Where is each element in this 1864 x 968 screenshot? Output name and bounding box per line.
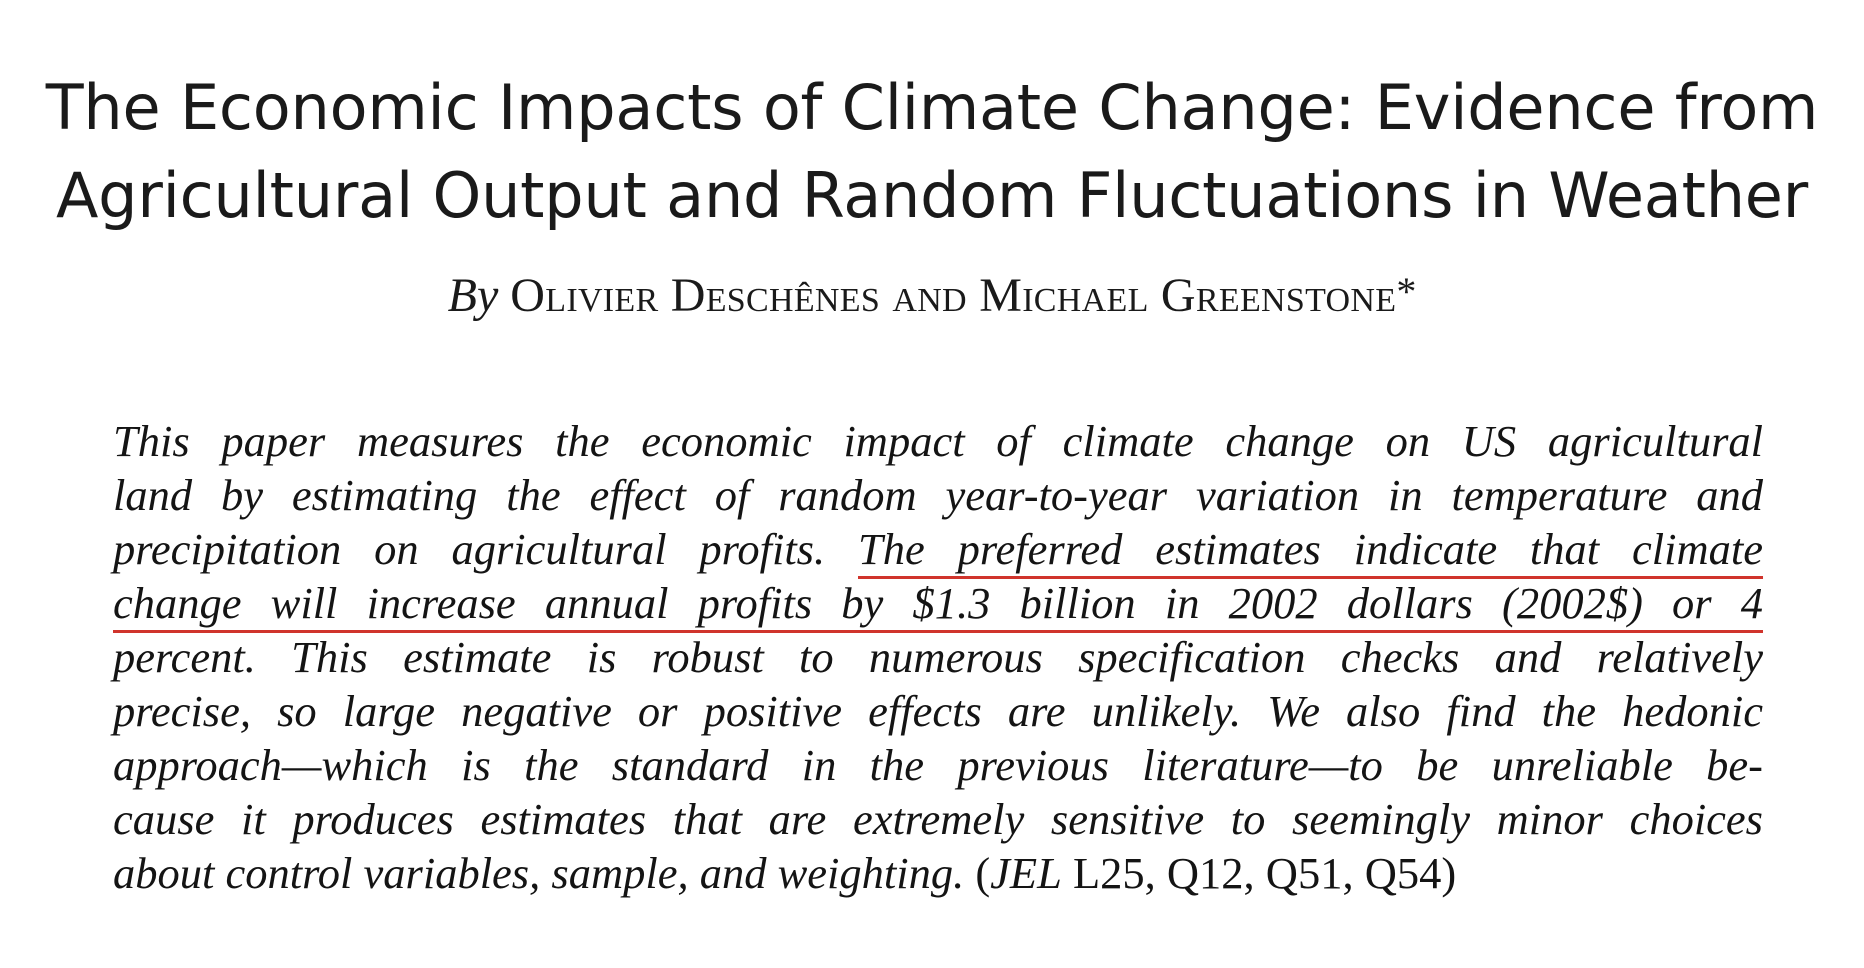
abstract-line-5: percent. This estimate is robust to nume… [113,632,1763,682]
abstract-line-2: land by estimating the effect of random … [113,470,1763,520]
author-footnote-mark: * [1396,269,1417,314]
title-line-2: Agricultural Output and Random Fluctuati… [55,158,1809,232]
abstract-line-6: precise, so large negative or positive e… [113,686,1763,736]
abstract-line-7: approach—which is the standard in the pr… [113,740,1763,790]
author-byline: By Olivier Deschênes and Michael Greenst… [0,262,1864,326]
abstract-line-9: about control variables, sample, and wei… [113,846,1763,900]
jel-codes: L25, Q12, Q51, Q54) [1061,848,1457,898]
author-names: Olivier Deschênes and Michael Greenstone [510,269,1397,322]
jel-paren-open: ( [975,848,991,898]
highlighted-finding-part-1: The preferred estimates indicate that cl… [858,524,1764,574]
byline-prefix: By [447,269,499,322]
jel-label: JEL [990,848,1062,898]
abstract-line-3: precipitation on agricultural profits. T… [113,522,1763,576]
abstract-line-4: change will increase annual profits by $… [113,576,1763,630]
abstract-line-9-text: about control variables, sample, and wei… [113,848,976,898]
highlighted-finding-part-2: change will increase annual profits by $… [113,578,1763,628]
abstract-line-1: This paper measures the economic impact … [113,416,1763,466]
abstract: This paper measures the economic impact … [113,414,1763,900]
abstract-line-3-text: precipitation on agricultural profits. [113,524,858,574]
paper-title: The Economic Impacts of Climate Change: … [0,64,1864,240]
abstract-line-8: cause it produces estimates that are ext… [113,794,1763,844]
title-line-1: The Economic Impacts of Climate Change: … [45,70,1819,144]
